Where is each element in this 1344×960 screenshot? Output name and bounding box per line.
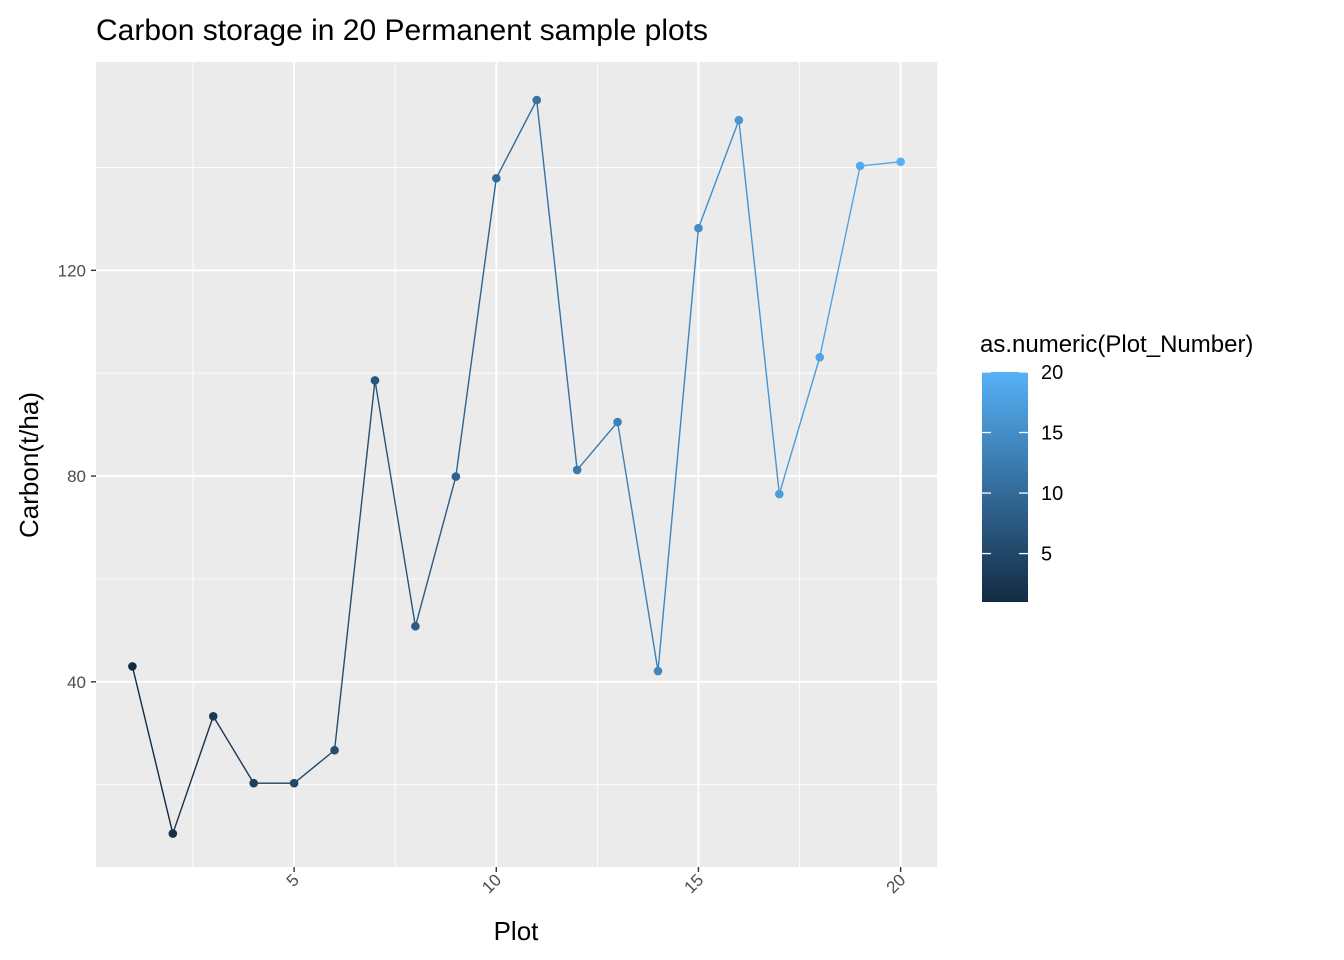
legend-tick-label: 10 [1041,483,1063,505]
line-segment [859,161,902,167]
data-point [289,778,299,788]
line-segment [576,421,619,471]
color-legend: as.numeric(Plot_Number) 5 10 15 20 [980,331,1253,602]
data-point [694,223,703,233]
line-segment [374,379,417,627]
data-point [411,621,420,631]
x-tick-label: 20 [883,870,910,897]
line-segment [455,177,497,478]
legend-ticks: 5 10 15 20 [982,362,1063,566]
series-line [131,99,902,835]
line-segment [697,119,740,229]
data-point [168,829,178,838]
minor-gridlines [96,62,937,867]
data-point [128,662,137,671]
x-tick-label: 5 [283,870,303,890]
data-point [330,745,339,755]
legend-title: as.numeric(Plot_Number) [980,331,1253,358]
line-segment [819,165,861,358]
line-segment [616,421,659,672]
data-point [451,472,461,481]
line-segment [131,665,174,835]
y-axis-ticks: 40 80 120 [58,261,96,692]
line-segment [414,475,457,627]
data-point [815,352,825,362]
data-point [491,173,501,183]
y-axis-title: Carbon(t/ha) [14,392,44,538]
series-points [128,95,905,838]
data-point [208,711,218,721]
y-tick-label: 40 [67,673,86,692]
data-point [855,161,865,171]
data-point [775,489,784,499]
legend-tick-label: 5 [1041,544,1052,566]
data-point [896,157,905,167]
y-tick-label: 120 [58,261,86,280]
line-segment [738,119,781,495]
x-tick-label: 15 [680,870,707,897]
legend-colorbar [982,372,1028,602]
line-segment [536,99,578,471]
x-tick-label: 10 [478,870,505,897]
x-axis-ticks: 5 10 15 20 [283,867,910,897]
y-tick-label: 80 [67,467,86,486]
legend-tick-label: 15 [1041,423,1063,445]
line-segment [172,715,214,835]
line-segment [657,227,700,672]
major-gridlines [96,62,937,867]
chart-title: Carbon storage in 20 Permanent sample pl… [96,14,708,47]
data-point [370,376,380,385]
line-segment [778,356,821,495]
plot-panel [96,62,937,867]
data-point [532,95,542,105]
data-point [653,666,663,676]
line-segment [495,99,538,179]
line-segment [212,715,255,784]
legend-tick-label: 20 [1041,362,1063,384]
data-point [249,778,258,788]
data-point [613,417,622,427]
data-point [734,115,744,125]
line-segment [333,379,376,751]
x-axis-title: Plot [494,916,540,946]
data-point [572,465,582,475]
line-segment [293,749,336,784]
